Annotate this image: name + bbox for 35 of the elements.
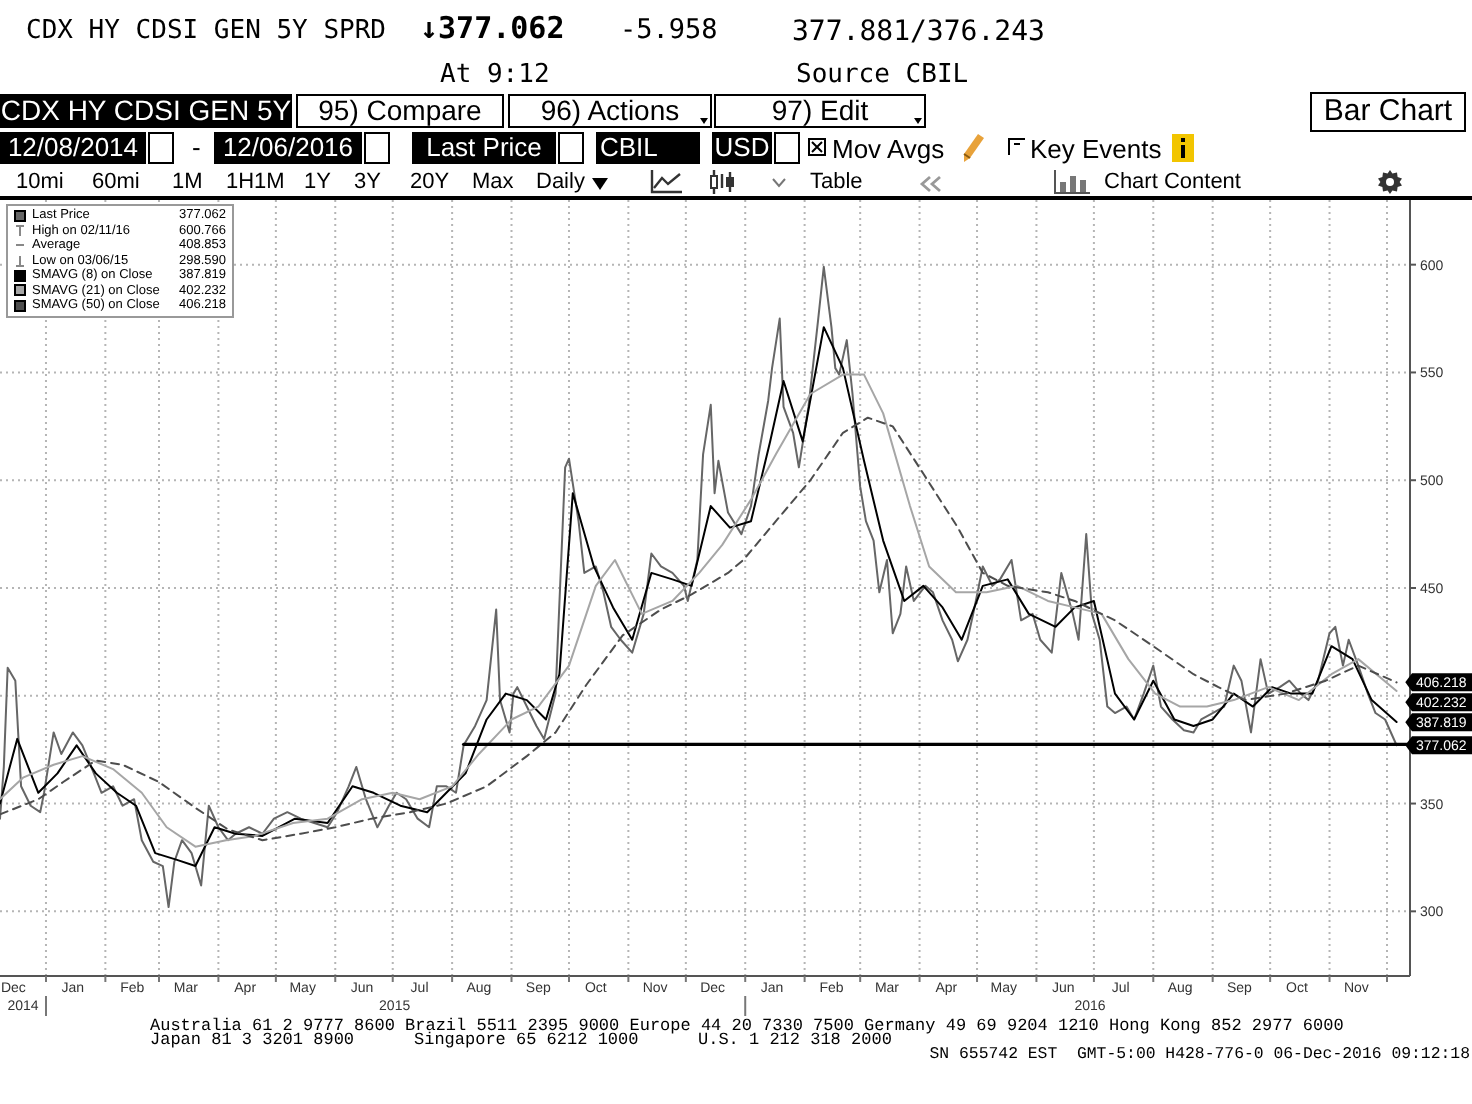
text: At 9:12 — [440, 60, 550, 90]
text: Daily — [536, 170, 585, 194]
text: Chart Content — [1104, 170, 1241, 194]
text: 20Y — [410, 170, 450, 194]
text-field: 12/08/2014 — [0, 132, 146, 164]
text: 1M — [172, 170, 203, 194]
text: 10mi — [16, 170, 64, 194]
button: Bar Chart — [1310, 92, 1466, 132]
text: 1Y — [304, 170, 331, 194]
text: 1H1M — [226, 170, 285, 194]
text: ↓377.062 — [420, 10, 565, 46]
source-note: Source CBIL — [796, 60, 969, 90]
text: SN 655742 EST GMT-5:00 H428-776-0 06-Dec-2016 09:12:18 — [929, 1046, 1470, 1064]
text-field: CDX HY CDSI GEN 5Y — [0, 94, 292, 128]
text: Singapore 65 6212 1000 — [414, 1030, 639, 1050]
text: Table — [810, 170, 863, 194]
text: 3Y — [354, 170, 381, 194]
text: U.S. 1 212 318 2000 — [698, 1030, 892, 1050]
text: Japan 81 3 3201 8900 — [150, 1030, 355, 1050]
text: -5.958 — [620, 14, 718, 46]
text: 377.881/376.243 — [792, 16, 1045, 48]
text-field: Last Price — [412, 132, 556, 164]
chart-title: CDX HY CDSI GEN 5Y SPRD — [26, 16, 387, 46]
button: 97) Edit — [714, 94, 926, 128]
text-field: 12/06/2016 — [214, 132, 362, 164]
button: 95) Compare — [296, 94, 504, 128]
text: - — [192, 132, 201, 162]
text-field: USD — [712, 132, 772, 164]
text: 60mi — [92, 170, 140, 194]
text: Mov Avgs — [832, 134, 945, 164]
button: 96) Actions — [508, 94, 712, 128]
text: Max — [472, 170, 514, 194]
text: Key Events — [1030, 134, 1162, 164]
line-series — [0, 265, 1398, 909]
text-field: CBIL — [596, 132, 700, 164]
